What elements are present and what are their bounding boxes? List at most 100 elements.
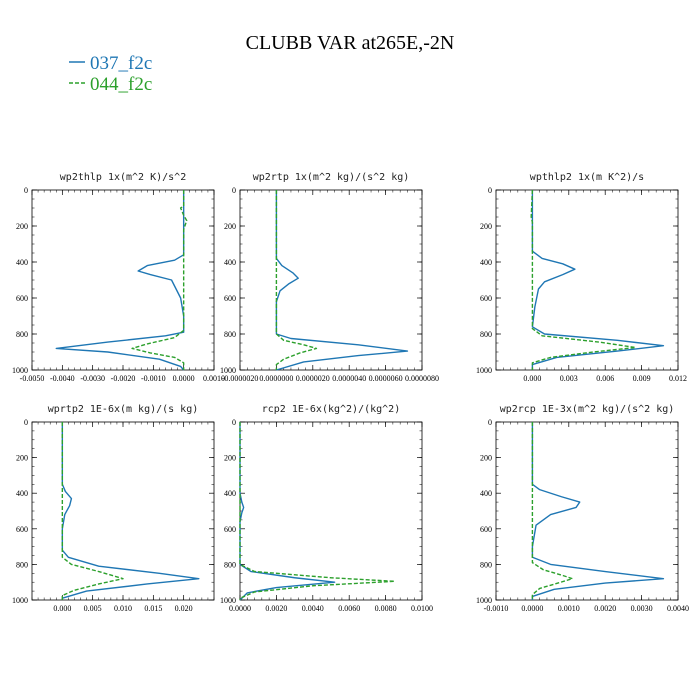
x-tick-label: 0.0100 (411, 604, 433, 613)
y-tick-label: 0 (488, 418, 492, 427)
series-line-044_f2c (530, 189, 637, 370)
y-tick-label: 200 (224, 454, 236, 463)
y-tick-label: 800 (480, 330, 492, 339)
y-tick-label: 0 (24, 186, 28, 195)
x-tick-label: 0.0000040 (332, 374, 366, 383)
panel-title: wp2rcp 1E-3x(m^2 kg)/(s^2 kg) (500, 404, 675, 415)
series-line-037_f2c (275, 190, 409, 371)
y-tick-label: 400 (480, 489, 492, 498)
y-tick-label: 400 (224, 489, 236, 498)
y-tick-label: 1000 (12, 366, 28, 375)
y-tick-label: 800 (480, 560, 492, 569)
y-tick-label: 1000 (220, 366, 236, 375)
x-tick-label: 0.000 (523, 374, 541, 383)
x-tick-label: 0.0040 (302, 604, 324, 613)
y-tick-label: 400 (480, 258, 492, 267)
x-tick-label: 0.0040 (667, 604, 689, 613)
x-tick-label: 0.0030 (631, 604, 653, 613)
panel-title: wp2thlp 1x(m^2 K)/s^2 (60, 172, 186, 183)
x-tick-label: 0.0000060 (369, 374, 403, 383)
series-line-044_f2c (531, 422, 574, 600)
x-tick-label: 0.0010 (203, 374, 225, 383)
legend-label-044: 044_f2c (90, 74, 152, 95)
y-tick-label: 600 (16, 525, 28, 534)
x-tick-label: -0.0010 (484, 604, 509, 613)
x-tick-label: -0.0030 (80, 374, 105, 383)
y-tick-label: 1000 (476, 366, 492, 375)
series-line-037_f2c (531, 422, 665, 600)
series-line-044_f2c (275, 190, 318, 370)
y-tick-label: 400 (16, 258, 28, 267)
series-line-037_f2c (61, 422, 200, 600)
x-tick-label: -0.0000020 (222, 374, 259, 383)
y-tick-label: 1000 (12, 596, 28, 605)
x-tick-label: 0.010 (114, 604, 132, 613)
y-tick-label: 800 (224, 560, 236, 569)
y-tick-label: 600 (480, 294, 492, 303)
x-tick-label: 0.0080 (375, 604, 397, 613)
series-line-037_f2c (531, 190, 665, 370)
y-tick-label: 400 (224, 258, 236, 267)
x-tick-label: 0.005 (84, 604, 102, 613)
x-tick-label: 0.0000 (229, 604, 251, 613)
series-line-044_f2c (61, 422, 124, 600)
y-tick-label: 1000 (476, 596, 492, 605)
x-tick-label: 0.000 (53, 604, 71, 613)
y-tick-label: 200 (480, 222, 492, 231)
y-tick-label: 600 (224, 294, 236, 303)
x-tick-label: 0.0060 (338, 604, 360, 613)
x-tick-label: -0.0020 (111, 374, 136, 383)
panel-3: wpthlp2 1x(m K^2)/s 0 200 400 600 800 1000 0.00… (476, 172, 687, 383)
x-tick-label: 0.0020 (265, 604, 287, 613)
y-tick-label: 600 (224, 525, 236, 534)
x-tick-label: 0.0000020 (296, 374, 330, 383)
x-tick-label: -0.0040 (50, 374, 75, 383)
panel-6: wp2rcp 1E-3x(m^2 kg)/(s^2 kg) 0 200 400 600 8… (476, 404, 689, 613)
y-tick-label: 600 (480, 525, 492, 534)
x-tick-label: 0.009 (633, 374, 651, 383)
panels: wp2thlp 1x(m^2 K)/s^202004006008001000-0… (12, 172, 689, 613)
y-tick-label: 800 (16, 330, 28, 339)
x-tick-label: -0.0010 (141, 374, 166, 383)
plot-frame (495, 421, 679, 601)
panel-title: wpthlp2 1x(m K^2)/s (530, 172, 644, 183)
series-line-037_f2c (55, 190, 185, 371)
x-tick-label: -0.0050 (20, 374, 45, 383)
y-tick-label: 0 (24, 418, 28, 427)
panel-4: wprtp2 1E-6x(m kg)/(s kg) 0 200 400 600 800 10… (12, 404, 215, 613)
series-line-044_f2c (239, 422, 396, 600)
panel-5: rcp2 1E-6x(kg^2)/(kg^2) 0 200 400 600 800 1000… (220, 404, 433, 613)
y-tick-label: 0 (232, 418, 236, 427)
y-tick-label: 200 (16, 454, 28, 463)
x-tick-label: 0.015 (144, 604, 162, 613)
panel-1: wp2thlp 1x(m^2 K)/s^202004006008001000-0… (12, 172, 225, 383)
y-tick-label: 200 (224, 222, 236, 231)
y-tick-label: 1000 (220, 596, 236, 605)
panel-2: wp2rtp 1x(m^2 kg)/(s^2 kg) 0 200 400 600 800 1… (220, 172, 439, 383)
plot-frame (31, 189, 215, 371)
series-line-044_f2c (131, 190, 188, 370)
plot-frame (31, 421, 215, 601)
figure-title: CLUBB VAR at265E,-2N (246, 32, 455, 54)
x-tick-label: 0.0000 (173, 374, 195, 383)
x-tick-label: 0.0000 (521, 604, 543, 613)
y-tick-label: 600 (16, 294, 28, 303)
y-tick-label: 800 (16, 560, 28, 569)
x-tick-label: 0.0010 (558, 604, 580, 613)
x-tick-label: 0.003 (560, 374, 578, 383)
series-line-037_f2c (239, 422, 336, 601)
panel-title: wp2rtp 1x(m^2 kg)/(s^2 kg) (253, 172, 410, 183)
legend: 037_f2c 044_f2c (69, 53, 152, 95)
x-tick-label: 0.0020 (594, 604, 616, 613)
plot-frame (239, 189, 423, 371)
legend-label-037: 037_f2c (90, 53, 152, 74)
y-tick-label: 0 (488, 186, 492, 195)
x-tick-label: 0.020 (175, 604, 193, 613)
y-tick-label: 200 (16, 222, 28, 231)
panel-title: rcp2 1E-6x(kg^2)/(kg^2) (262, 404, 400, 415)
plot-frame (495, 189, 679, 371)
panel-title: wprtp2 1E-6x(m kg)/(s kg) (48, 404, 199, 415)
y-tick-label: 400 (16, 489, 28, 498)
x-tick-label: 0.012 (669, 374, 687, 383)
